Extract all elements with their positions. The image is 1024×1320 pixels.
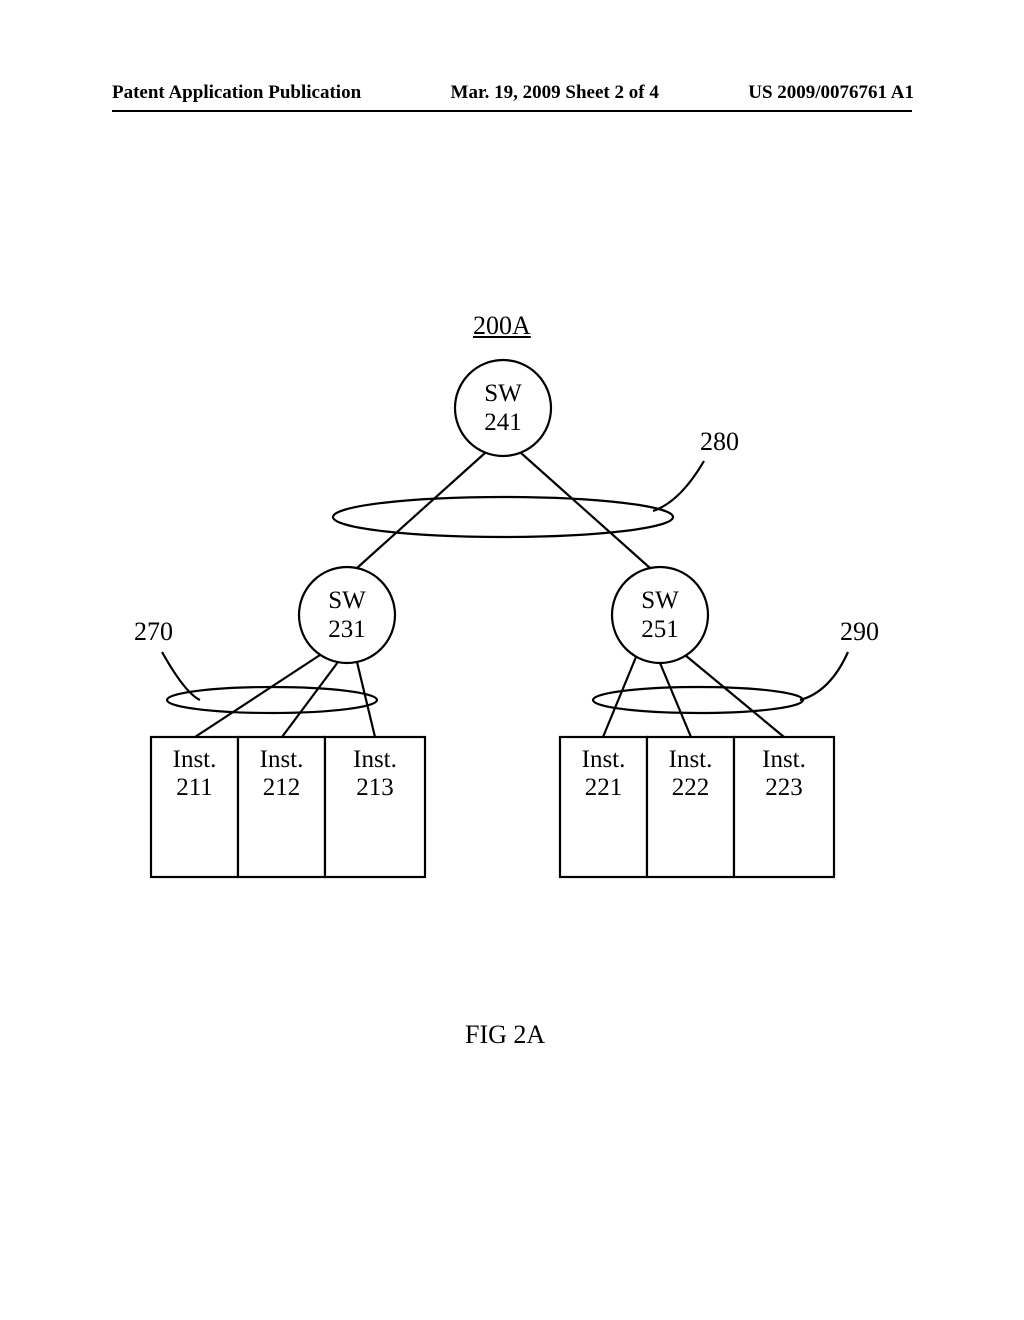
edge-sw231-inst211 <box>195 655 320 737</box>
node-inst221: Inst.221 <box>560 737 647 877</box>
node-inst211-label: Inst. <box>173 746 217 773</box>
node-inst222: Inst.222 <box>647 737 734 877</box>
node-inst223: Inst.223 <box>734 737 834 877</box>
edge-sw251-inst223 <box>685 655 784 737</box>
callout-curve-290 <box>800 652 848 700</box>
edge-sw251-inst222 <box>660 663 691 737</box>
node-sw251-number: 251 <box>641 616 679 643</box>
node-sw231-number: 231 <box>328 616 366 643</box>
node-inst221-label: Inst. <box>582 746 626 773</box>
group-ellipse-290 <box>593 687 803 713</box>
node-inst211: Inst.211 <box>151 737 238 877</box>
callout-label-280: 280 <box>700 427 739 456</box>
edge-sw241-sw231 <box>357 453 485 568</box>
node-inst213-label: Inst. <box>353 746 397 773</box>
edge-sw241-sw251 <box>521 453 650 568</box>
page: Patent Application Publication Mar. 19, … <box>0 0 1024 1320</box>
edge-sw231-inst213 <box>357 662 375 737</box>
node-inst221-number: 221 <box>585 774 623 801</box>
tree-diagram: SW241SW231SW251Inst.211Inst.212Inst.213I… <box>0 0 1024 1320</box>
callout-curve-280 <box>653 461 704 511</box>
callout-label-290: 290 <box>840 617 879 646</box>
edge-sw251-inst221 <box>603 657 636 737</box>
node-inst213-number: 213 <box>356 774 394 801</box>
node-inst222-number: 222 <box>672 774 710 801</box>
node-sw241-label: SW <box>484 380 522 407</box>
node-sw231-label: SW <box>328 587 366 614</box>
node-sw251: SW251 <box>612 567 708 663</box>
node-inst223-number: 223 <box>765 774 803 801</box>
node-sw241-number: 241 <box>484 409 522 436</box>
node-sw231: SW231 <box>299 567 395 663</box>
node-inst212-label: Inst. <box>260 746 304 773</box>
node-sw241: SW241 <box>455 360 551 456</box>
figure-caption: FIG 2A <box>465 1020 545 1050</box>
node-inst222-label: Inst. <box>669 746 713 773</box>
node-inst211-number: 211 <box>176 774 213 801</box>
callout-label-270: 270 <box>134 617 173 646</box>
node-inst213: Inst.213 <box>325 737 425 877</box>
node-sw251-label: SW <box>641 587 679 614</box>
group-ellipse-280 <box>333 497 673 537</box>
node-inst212-number: 212 <box>263 774 301 801</box>
node-inst223-label: Inst. <box>762 746 806 773</box>
node-inst212: Inst.212 <box>238 737 325 877</box>
